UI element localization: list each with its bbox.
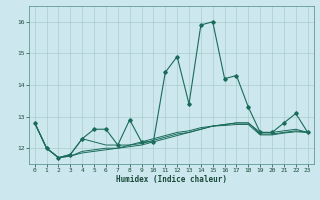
X-axis label: Humidex (Indice chaleur): Humidex (Indice chaleur) xyxy=(116,175,227,184)
